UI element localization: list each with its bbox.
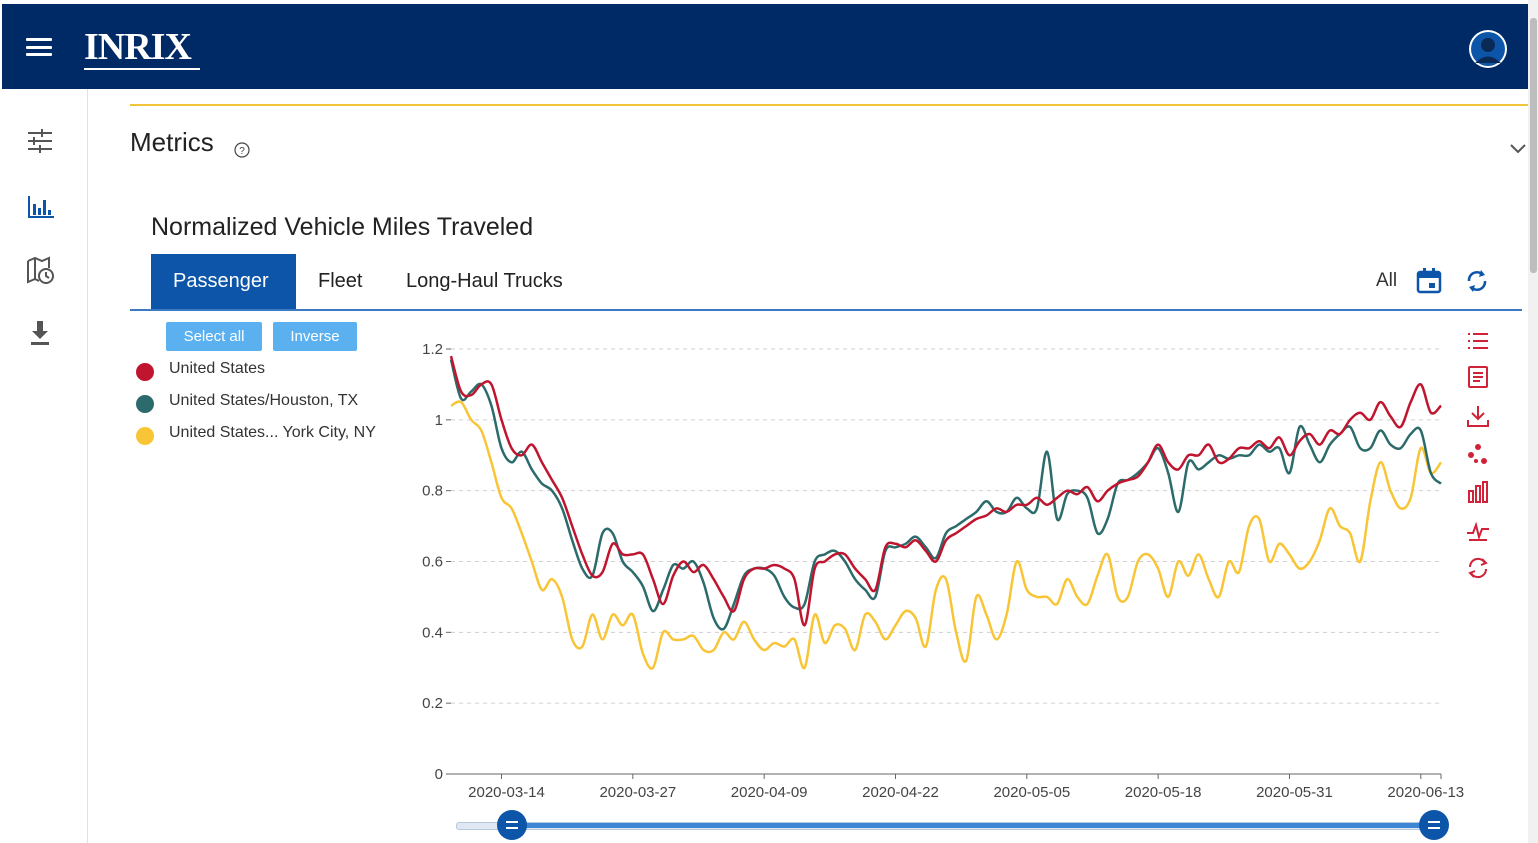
user-avatar-icon[interactable] xyxy=(1469,30,1507,68)
zoom-slider-end-handle[interactable] xyxy=(1419,810,1449,840)
x-tick-label: 2020-03-14 xyxy=(468,784,545,801)
download-icon xyxy=(31,321,49,345)
tab-long-haul-trucks[interactable]: Long-Haul Trucks xyxy=(406,270,563,292)
page-scrollbar[interactable] xyxy=(1528,0,1538,843)
y-tick-label: 0.6 xyxy=(422,554,443,571)
data-view-icon[interactable] xyxy=(1465,364,1491,390)
section-divider xyxy=(130,104,1528,106)
help-circle-icon[interactable]: ? xyxy=(234,142,250,158)
line-chart-icon[interactable] xyxy=(1465,517,1491,543)
x-tick-label: 2020-05-31 xyxy=(1256,784,1333,801)
tabs-underline xyxy=(130,309,1522,311)
x-tick-label: 2020-03-27 xyxy=(599,784,676,801)
x-tick-label: 2020-05-18 xyxy=(1125,784,1202,801)
x-tick-label: 2020-04-09 xyxy=(731,784,808,801)
date-range-all[interactable]: All xyxy=(1376,270,1398,291)
y-tick-label: 0.8 xyxy=(422,483,443,500)
zoom-slider-range[interactable] xyxy=(512,823,1434,828)
inverse-button[interactable]: Inverse xyxy=(273,322,357,351)
legend-marker xyxy=(136,427,154,445)
save-image-icon[interactable] xyxy=(1465,403,1491,429)
sync-icon[interactable] xyxy=(1463,267,1491,295)
x-tick-label: 2020-06-13 xyxy=(1387,784,1464,801)
top-navigation-bar: INRIX xyxy=(2,4,1528,89)
bar-chart-icon[interactable] xyxy=(1465,479,1491,505)
brand-logo[interactable]: INRIX xyxy=(84,26,192,68)
tab-fleet[interactable]: Fleet xyxy=(318,270,363,292)
series-line-0 xyxy=(449,355,1442,627)
sidebar-item-filters[interactable] xyxy=(24,125,56,157)
sidebar-item-download[interactable] xyxy=(24,317,56,349)
y-tick-label: 0 xyxy=(435,766,443,783)
y-tick-label: 0.2 xyxy=(422,695,443,712)
y-tick-label: 1.2 xyxy=(422,341,443,358)
restore-icon[interactable] xyxy=(1465,555,1491,581)
sidebar-item-map-history[interactable] xyxy=(24,254,56,286)
series-line-2 xyxy=(450,400,1443,670)
legend-label: United States... York City, NY xyxy=(169,424,376,441)
list-icon[interactable] xyxy=(1465,328,1491,354)
bar-chart-icon xyxy=(28,196,54,218)
scatter-icon[interactable] xyxy=(1465,441,1491,467)
x-tick-label: 2020-05-05 xyxy=(993,784,1070,801)
x-tick-label: 2020-04-22 xyxy=(862,784,939,801)
legend-label: United States xyxy=(169,360,266,377)
sidebar-item-charts[interactable] xyxy=(24,190,56,222)
y-tick-label: 1 xyxy=(435,412,443,429)
legend-label: United States/Houston, TX xyxy=(169,392,359,409)
series-line-1 xyxy=(449,359,1442,631)
chart-title: Normalized Vehicle Miles Traveled xyxy=(151,213,534,241)
sliders-icon xyxy=(28,129,52,153)
hamburger-menu-icon[interactable] xyxy=(26,38,52,56)
legend-marker xyxy=(136,395,154,413)
tab-passenger[interactable]: Passenger xyxy=(151,254,296,309)
calendar-icon[interactable] xyxy=(1415,267,1443,295)
map-clock-icon xyxy=(27,256,54,284)
brand-logo-underline xyxy=(84,68,200,70)
zoom-slider-start-handle[interactable] xyxy=(497,810,527,840)
sidebar xyxy=(2,89,88,843)
page-scrollbar-thumb[interactable] xyxy=(1530,18,1537,273)
chevron-down-icon[interactable] xyxy=(1509,143,1527,155)
svg-text:?: ? xyxy=(239,146,245,157)
section-title: Metrics xyxy=(130,127,214,157)
y-tick-label: 0.4 xyxy=(422,624,443,641)
select-all-button[interactable]: Select all xyxy=(166,322,262,351)
legend-marker xyxy=(136,363,154,381)
